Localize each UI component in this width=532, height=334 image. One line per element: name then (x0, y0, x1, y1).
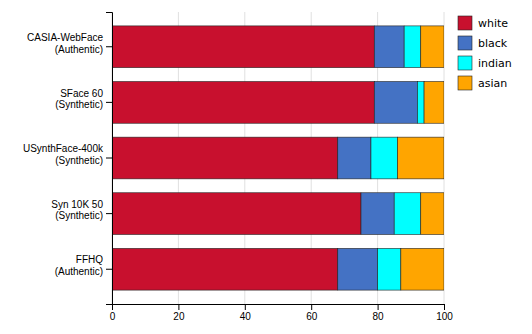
tick-label-line: FFHQ (76, 254, 103, 265)
tick-mark (106, 102, 112, 103)
chart: 020406080100CASIA-WebFace(Authentic)SFac… (0, 0, 532, 334)
bar (398, 137, 444, 179)
tick-label: 0 (110, 311, 116, 322)
tick-mark (178, 304, 179, 310)
legend-label: white (478, 17, 508, 30)
y-axis: CASIA-WebFace(Authentic)SFace 60(Synthet… (23, 13, 113, 305)
tick-label: Syn 10K 50(Synthetic) (51, 199, 103, 222)
bar (401, 248, 444, 290)
legend-item: indian (458, 56, 512, 70)
bar (424, 82, 444, 124)
bar (394, 193, 421, 235)
tick-label-line: SFace 60 (60, 88, 103, 99)
bar (371, 137, 398, 179)
tick-mark (106, 213, 112, 214)
series (398, 26, 444, 290)
bar (404, 26, 421, 68)
tick-mark (106, 158, 112, 159)
legend-swatch (458, 36, 472, 50)
bar (374, 26, 404, 68)
legend-label: black (478, 37, 508, 50)
legend-swatch (458, 16, 472, 30)
tick: CASIA-WebFace(Authentic) (27, 32, 112, 55)
tick-label: 80 (373, 311, 385, 322)
bar (338, 137, 371, 179)
grid (112, 12, 444, 304)
tick-label-line: (Synthetic) (55, 210, 103, 221)
axis-line (106, 13, 113, 305)
legend-label: indian (478, 57, 512, 70)
tick-label-line: (Authentic) (55, 44, 103, 55)
legend: white black indian asian (458, 16, 512, 90)
tick: USynthFace-400k(Synthetic) (23, 143, 112, 166)
legend-swatch (458, 76, 472, 90)
tick-label: 60 (306, 311, 318, 322)
bar (421, 193, 444, 235)
tick-mark (106, 269, 112, 270)
tick: 40 (240, 304, 252, 322)
bar (374, 82, 417, 124)
tick: 0 (110, 304, 116, 322)
tick: 60 (306, 304, 318, 322)
tick-label-line: Syn 10K 50 (51, 199, 103, 210)
tick-mark (378, 304, 379, 310)
tick-mark (245, 304, 246, 310)
tick: 100 (436, 304, 453, 322)
legend-item: asian (458, 76, 507, 90)
legend-item: black (458, 36, 508, 50)
bar (378, 248, 401, 290)
tick: FFHQ(Authentic) (55, 254, 112, 277)
bar (112, 248, 338, 290)
legend-swatch (458, 56, 472, 70)
tick-label-line: USynthFace-400k (23, 143, 104, 154)
tick-label: CASIA-WebFace(Authentic) (27, 32, 103, 55)
tick: SFace 60(Synthetic) (55, 88, 112, 111)
tick: 80 (373, 304, 385, 322)
tick-label-line: CASIA-WebFace (27, 32, 103, 43)
tick-label: USynthFace-400k(Synthetic) (23, 143, 104, 166)
tick: 20 (173, 304, 185, 322)
bar (417, 82, 424, 124)
tick-mark (106, 46, 112, 47)
tick: Syn 10K 50(Synthetic) (51, 199, 112, 222)
bar (421, 26, 444, 68)
bar (112, 137, 338, 179)
axis-line (113, 305, 445, 311)
plot: 020406080100CASIA-WebFace(Authentic)SFac… (23, 12, 453, 322)
bars (112, 26, 444, 290)
tick-label-line: (Synthetic) (55, 155, 103, 166)
bar (112, 82, 374, 124)
tick-label-line: (Authentic) (55, 266, 103, 277)
bar (361, 193, 394, 235)
tick-mark (311, 304, 312, 310)
legend-item: white (458, 16, 508, 30)
series (112, 26, 374, 290)
bar (112, 193, 361, 235)
tick-label: 100 (436, 311, 453, 322)
bar (338, 248, 378, 290)
x-axis: 0 20 40 60 80 100 (110, 304, 454, 322)
tick-label: FFHQ(Authentic) (55, 254, 104, 277)
tick-label: 20 (173, 311, 185, 322)
tick-label: SFace 60(Synthetic) (55, 88, 103, 111)
legend-label: asian (478, 77, 507, 90)
tick-label: 40 (240, 311, 252, 322)
tick-mark (444, 304, 445, 310)
tick-label-line: (Synthetic) (55, 99, 103, 110)
bar (112, 26, 374, 68)
